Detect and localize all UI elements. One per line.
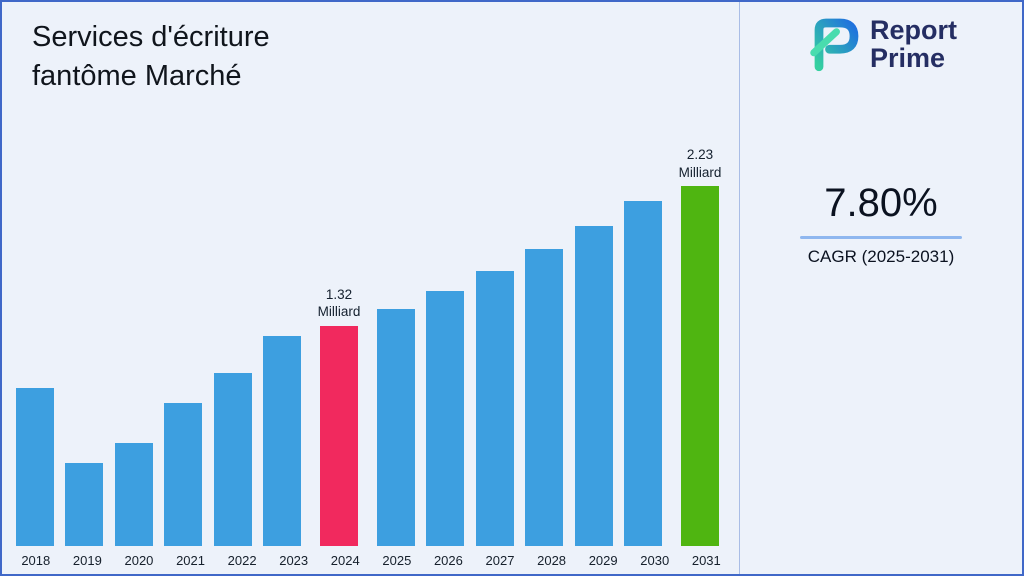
bar xyxy=(213,373,252,546)
bar-column xyxy=(421,146,471,546)
x-axis-label: 2029 xyxy=(588,553,618,568)
chart-section: Services d'écriture fantôme Marché 1.32 … xyxy=(2,2,739,574)
x-axis-label: 2018 xyxy=(21,553,51,568)
x-axis-label: 2028 xyxy=(537,553,567,568)
cagr-value: 7.80% xyxy=(824,180,938,225)
bar xyxy=(525,249,564,546)
x-axis-label: 2019 xyxy=(72,553,102,568)
x-axis-label: 2024 xyxy=(330,553,360,568)
x-axis-label: 2026 xyxy=(433,553,463,568)
bar xyxy=(376,309,415,546)
bar-column xyxy=(109,146,159,546)
reportprime-logo: Report Prime xyxy=(805,16,957,73)
bar-column xyxy=(258,146,308,546)
bar-annotation: 2.23 Milliard xyxy=(678,147,722,180)
brand-line1: Report xyxy=(870,15,957,45)
bar-column xyxy=(371,146,421,546)
bar-column: 1.32 Milliard xyxy=(307,146,371,546)
bar-column: 2.23 Milliard xyxy=(668,146,732,546)
bar-column xyxy=(60,146,110,546)
bar-area: 1.32 Milliard 2.23 Milliard xyxy=(10,146,732,546)
bar xyxy=(475,271,514,546)
page-title: Services d'écriture fantôme Marché xyxy=(32,21,270,93)
bar-column xyxy=(619,146,669,546)
bar-chart: 1.32 Milliard 2.23 Milliard 2018 2019 2020 2… xyxy=(10,146,732,568)
x-axis: 2018 2019 2020 2021 2022 2023 2024 2025 2026 2027… xyxy=(10,553,732,568)
x-axis-label: 2025 xyxy=(382,553,412,568)
bar xyxy=(114,443,153,546)
cagr-label: CAGR (2025-2031) xyxy=(807,246,955,266)
bar-column xyxy=(159,146,209,546)
x-axis-label: 2023 xyxy=(279,553,309,568)
x-axis-label: 2031 xyxy=(691,553,721,568)
cagr-block: 7.80% CAGR (2025-2031) xyxy=(800,181,962,267)
bar-column xyxy=(10,146,60,546)
bar xyxy=(15,388,54,546)
brand-line2: Prime xyxy=(870,43,946,74)
x-axis-label: 2027 xyxy=(485,553,515,568)
bar xyxy=(681,186,719,546)
bar xyxy=(574,226,613,546)
bar xyxy=(320,326,358,546)
bar-column xyxy=(208,146,258,546)
bar xyxy=(263,336,302,546)
bar xyxy=(426,291,465,546)
reportprime-logo-icon xyxy=(810,18,859,72)
bar-column xyxy=(470,146,520,546)
bar xyxy=(624,201,663,546)
cagr-underline xyxy=(800,235,962,239)
x-axis-label: 2030 xyxy=(640,553,670,568)
x-axis-label: 2020 xyxy=(124,553,154,568)
info-panel: Report Prime 7.80% CAGR (2025-2031) xyxy=(739,2,1022,574)
bar-column xyxy=(569,146,619,546)
x-axis-label: 2021 xyxy=(176,553,205,568)
bar xyxy=(164,403,203,546)
bar-column xyxy=(520,146,570,546)
bar-annotation: 1.32 Milliard xyxy=(317,286,361,320)
bar xyxy=(65,463,104,546)
x-axis-label: 2022 xyxy=(227,553,257,568)
brand-name: Report Prime xyxy=(870,16,957,73)
